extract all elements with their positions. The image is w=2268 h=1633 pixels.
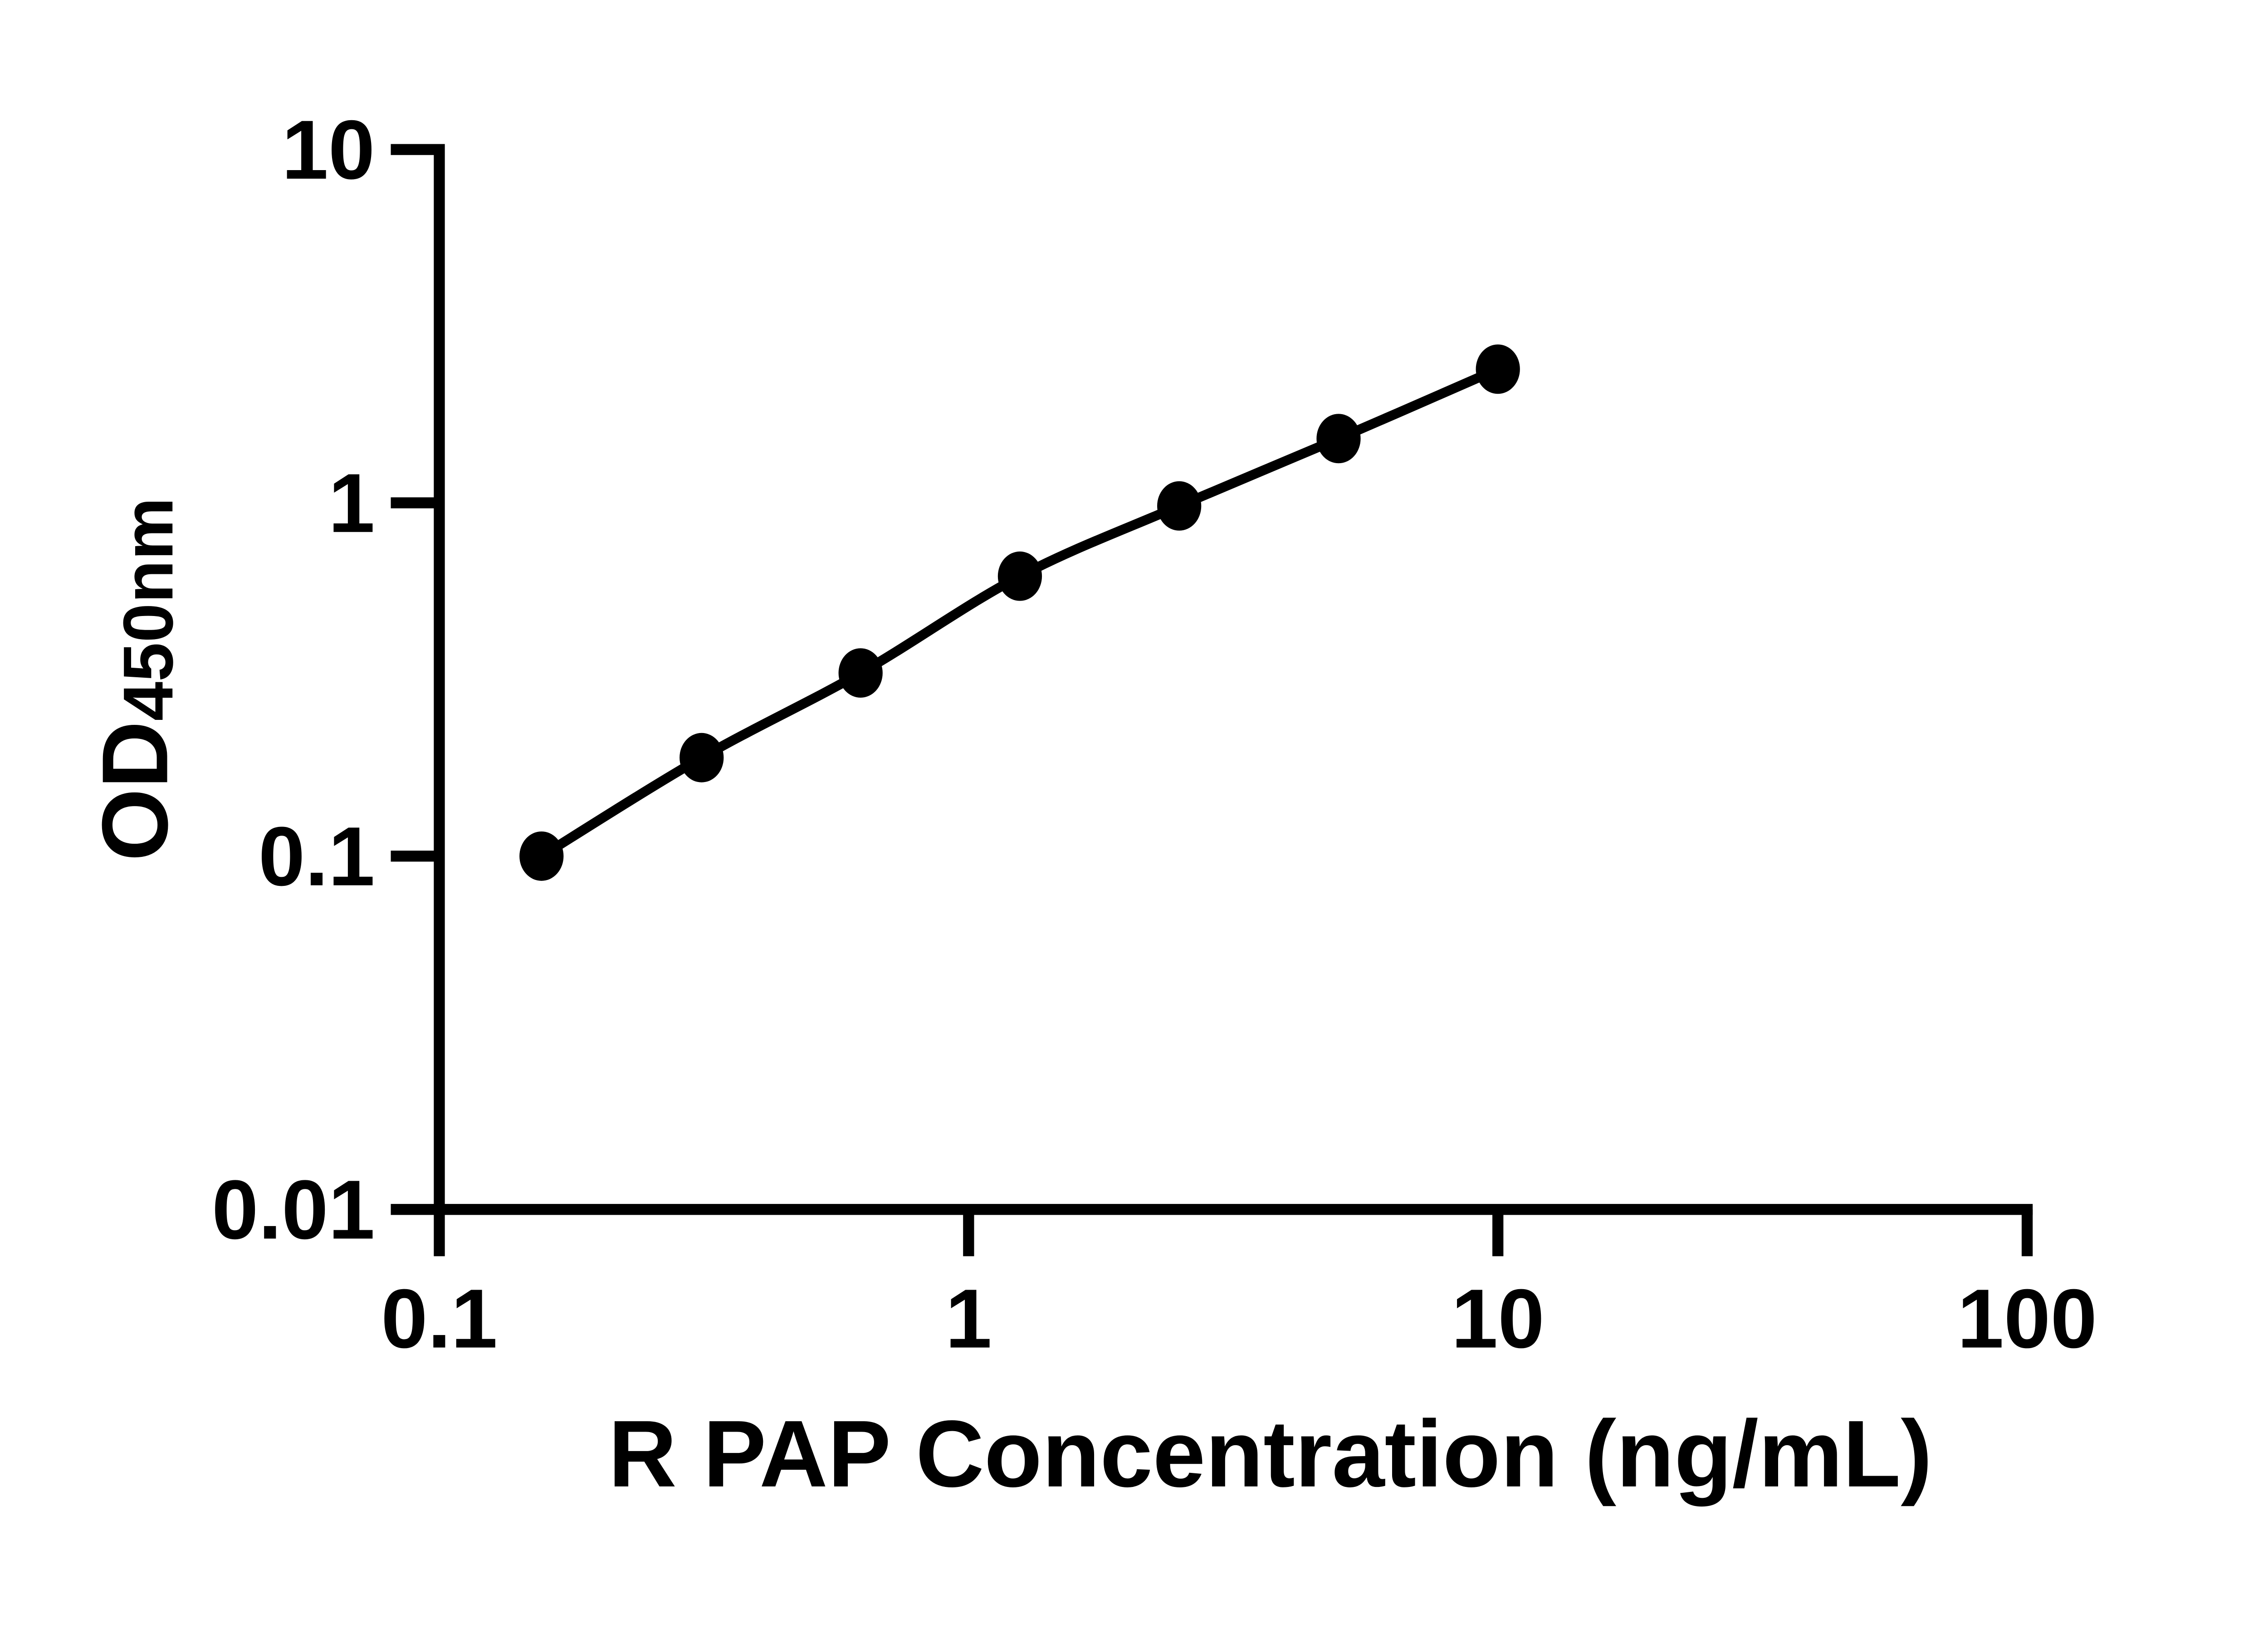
x-axis-title: R PAP Concentration (ng/mL) [608, 1401, 1932, 1507]
x-tick-label-100: 100 [1957, 1272, 2097, 1366]
y-axis-title-main: OD [83, 721, 187, 861]
x-tick-label-1: 1 [945, 1272, 992, 1366]
data-point-1 [519, 831, 564, 881]
data-point-4 [997, 551, 1042, 601]
y-tick-label-1: 1 [328, 457, 375, 550]
y-axis-ticks [391, 144, 440, 1215]
y-axis-tick-labels: 0.01 0.1 1 10 [212, 103, 375, 1257]
data-point-6 [1316, 414, 1361, 464]
y-tick-label-10: 10 [282, 103, 375, 197]
x-axis-tick-labels: 0.1 1 10 100 [381, 1272, 2097, 1366]
chart-figure: 0.01 0.1 1 10 0.1 1 10 100 R PAP Concentration… [82, 103, 2097, 1507]
y-axis-title: OD450nm [83, 497, 188, 861]
data-point-2 [679, 733, 724, 782]
y-axis-title-subscript: 450nm [108, 497, 187, 721]
data-point-3 [838, 648, 883, 698]
x-tick-label-0.1: 0.1 [381, 1272, 498, 1366]
x-tick-label-10: 10 [1451, 1272, 1545, 1366]
data-point-5 [1157, 481, 1202, 531]
y-tick-label-0.1: 0.1 [259, 810, 375, 904]
x-axis-ticks [434, 1209, 2033, 1257]
data-point-7 [1476, 344, 1520, 394]
y-tick-label-0.01: 0.01 [212, 1163, 375, 1257]
data-points [519, 344, 1520, 881]
